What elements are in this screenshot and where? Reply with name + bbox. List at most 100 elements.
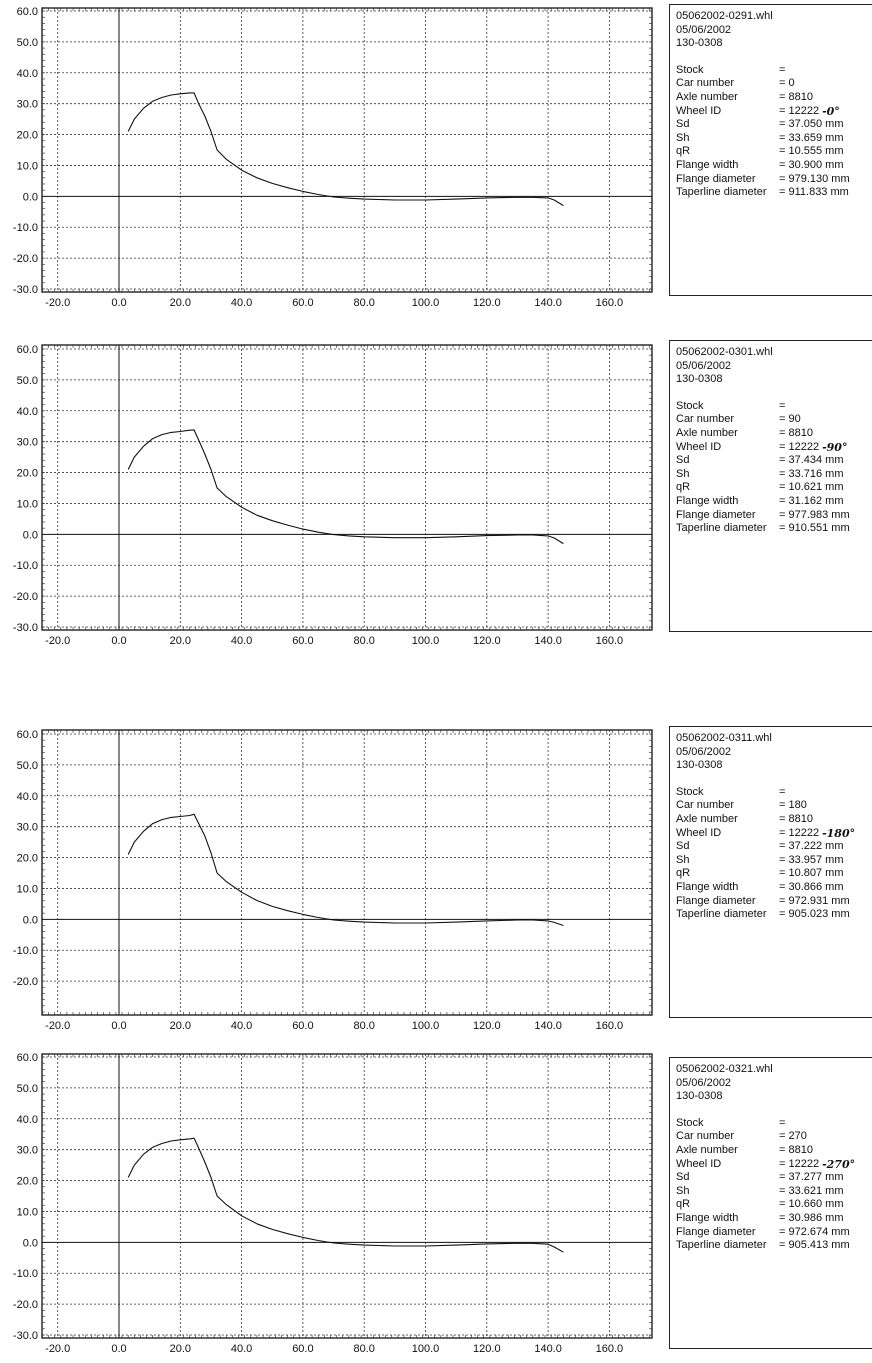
info-value: = 12222 (779, 1157, 820, 1170)
info-label: Axle number (676, 812, 738, 825)
info-label: Flange diameter (676, 894, 756, 907)
info-label: Wheel ID (676, 1157, 722, 1170)
info-spacer (676, 387, 870, 400)
info-value: = 37.434 mm (779, 454, 844, 467)
info-label: Stock (676, 399, 704, 412)
y-tick-label: 60.0 (17, 1052, 38, 1064)
info-label: Stock (676, 63, 704, 76)
info-label: Axle number (676, 90, 738, 103)
info-value: = 180 (779, 799, 807, 812)
info-label: Car number (676, 1130, 735, 1143)
y-tick-label: -10.0 (13, 1268, 38, 1280)
y-tick-label: 30.0 (17, 99, 38, 111)
info-value: = 905.023 mm (779, 908, 850, 921)
info-value: = 972.674 mm (779, 1225, 850, 1238)
handwritten-angle-note: -0° (822, 104, 840, 118)
info-label: qR (676, 145, 691, 158)
y-tick-label: 20.0 (17, 468, 38, 480)
info-date: 05/06/2002 (676, 745, 732, 758)
y-tick-label: 20.0 (17, 130, 38, 142)
x-tick-label: 60.0 (292, 297, 313, 309)
info-row: Flange diameter = 977.983 mm (676, 509, 870, 523)
y-tick-label: 10.0 (17, 1206, 38, 1218)
y-tick-label: -10.0 (13, 945, 38, 957)
info-row: Car number = 180 (676, 799, 870, 813)
info-label: Sd (676, 1171, 690, 1184)
info-row: Axle number = 8810 (676, 1144, 870, 1158)
x-tick-label: -20.0 (45, 635, 70, 647)
y-tick-label: -10.0 (13, 222, 38, 234)
info-label: Flange diameter (676, 1225, 756, 1238)
y-tick-label: 50.0 (17, 1083, 38, 1095)
info-value: = 33.716 mm (779, 467, 844, 480)
info-spacer (676, 51, 870, 64)
x-tick-label: 120.0 (473, 1343, 501, 1355)
info-label: Car number (676, 77, 735, 90)
info-value: = 972.931 mm (779, 894, 850, 907)
x-tick-label: 60.0 (292, 1343, 313, 1355)
info-row: Sh = 33.621 mm (676, 1185, 870, 1199)
info-row: Sd = 37.434 mm (676, 454, 870, 468)
info-date: 05/06/2002 (676, 23, 732, 36)
x-tick-label: 100.0 (412, 1020, 440, 1032)
x-tick-label: 60.0 (292, 635, 313, 647)
info-value: = 8810 (779, 90, 813, 103)
x-tick-label: 100.0 (412, 1343, 440, 1355)
y-tick-label: 0.0 (23, 529, 38, 541)
info-code: 130-0308 (676, 1090, 723, 1103)
info-label: Flange diameter (676, 508, 756, 521)
y-tick-label: -30.0 (13, 1330, 38, 1342)
info-row: Wheel ID = 12222 -0° (676, 105, 870, 119)
info-row: Flange width = 30.866 mm (676, 881, 870, 895)
y-tick-label: -20.0 (13, 976, 38, 988)
handwritten-angle-note: -270° (822, 1157, 856, 1171)
info-label: Sh (676, 131, 690, 144)
y-tick-label: -30.0 (13, 284, 38, 296)
info-label: Stock (676, 785, 704, 798)
x-tick-label: 20.0 (170, 635, 191, 647)
info-label: Car number (676, 799, 735, 812)
info-value: = 33.659 mm (779, 131, 844, 144)
info-file: 05062002-0311.whl (676, 732, 772, 744)
info-row: Flange width = 30.986 mm (676, 1212, 870, 1226)
y-tick-label: 60.0 (17, 6, 38, 18)
info-code: 130-0308 (676, 37, 723, 50)
info-value: = 911.833 mm (779, 186, 849, 199)
y-tick-label: -20.0 (13, 1299, 38, 1311)
info-row: Taperline diameter = 910.551 mm (676, 522, 870, 536)
info-value: = 8810 (779, 426, 813, 439)
info-spacer (676, 1104, 870, 1117)
info-label: Axle number (676, 1143, 738, 1156)
wheel-profile-line (127, 429, 564, 545)
y-tick-label: 0.0 (23, 1237, 38, 1249)
info-label: qR (676, 867, 691, 880)
info-row: Flange width = 31.162 mm (676, 495, 870, 509)
info-label: Sd (676, 840, 690, 853)
info-value: = 8810 (779, 812, 813, 825)
x-tick-label: 80.0 (353, 635, 374, 647)
info-label: Stock (676, 1116, 704, 1129)
info-label: qR (676, 1198, 691, 1211)
info-value: = 977.983 mm (779, 508, 850, 521)
info-row: Flange diameter = 979.130 mm (676, 173, 870, 187)
info-date: 05/06/2002 (676, 359, 732, 372)
info-value: = (779, 399, 786, 412)
x-tick-label: 160.0 (596, 635, 624, 647)
y-tick-label: 50.0 (17, 375, 38, 387)
y-tick-label: -10.0 (13, 560, 38, 572)
info-label: Sh (676, 853, 690, 866)
info-row: Sh = 33.716 mm (676, 468, 870, 482)
info-row: Taperline diameter = 905.413 mm (676, 1239, 870, 1253)
x-tick-label: 140.0 (534, 1020, 562, 1032)
info-row: Axle number = 8810 (676, 427, 870, 441)
info-box: 05062002-0311.whl 05/06/2002 130-0308 Stock… (669, 726, 872, 1018)
info-value: = 0 (779, 77, 795, 90)
info-row: Car number = 90 (676, 413, 870, 427)
x-tick-label: 40.0 (231, 1020, 252, 1032)
info-value: = 12222 (779, 104, 820, 117)
info-label: Axle number (676, 426, 738, 439)
y-tick-label: 30.0 (17, 437, 38, 449)
x-tick-label: 100.0 (412, 635, 440, 647)
info-row: Axle number = 8810 (676, 91, 870, 105)
info-row: Flange width = 30.900 mm (676, 159, 870, 173)
